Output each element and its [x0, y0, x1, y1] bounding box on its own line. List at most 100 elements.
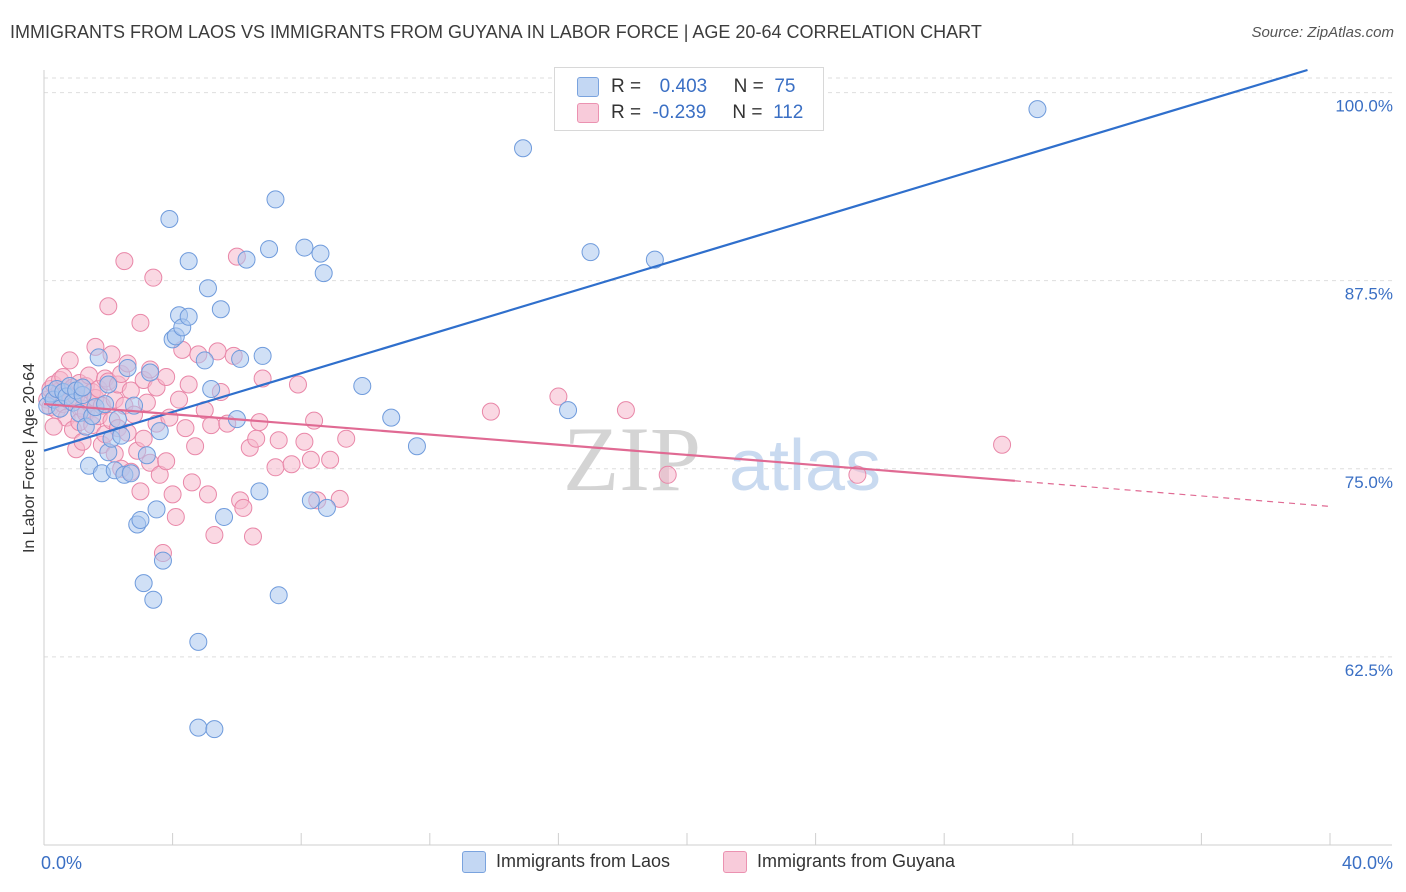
laos-point [514, 139, 533, 158]
guyana-legend-label: Immigrants from Guyana [757, 851, 956, 871]
laos-point [179, 307, 198, 326]
legend-r-value-laos: 0.403 [659, 76, 708, 97]
laos-point [382, 408, 401, 427]
laos-point [353, 377, 372, 396]
laos-point [144, 590, 163, 609]
guyana-point [848, 465, 867, 484]
grid-lines [44, 77, 1392, 658]
laos-point [160, 209, 179, 228]
guyana-point [176, 419, 195, 438]
guyana-point [247, 429, 266, 448]
guyana-point [134, 429, 153, 448]
x-tick-label-min: 0.0% [41, 853, 82, 873]
legend-r-label: R = [611, 102, 642, 123]
laos-point [137, 446, 156, 465]
laos-legend-swatch [462, 851, 486, 874]
guyana-point [170, 390, 189, 409]
guyana-point [301, 450, 320, 469]
guyana-point [549, 387, 568, 406]
guyana-point [60, 351, 79, 370]
guyana-point [282, 455, 301, 474]
laos-swatch [577, 76, 599, 97]
series-guyana-points [38, 247, 1012, 563]
guyana-point [234, 498, 253, 517]
guyana-legend-swatch [723, 851, 747, 874]
laos-point [253, 346, 272, 365]
laos-point [141, 363, 160, 382]
laos-point [153, 551, 172, 570]
laos-point [198, 279, 217, 298]
guyana-point [182, 473, 201, 492]
guyana-point [658, 465, 677, 484]
laos-point [295, 238, 314, 257]
guyana-point [295, 432, 314, 451]
guyana-point [44, 417, 63, 436]
guyana-point [144, 268, 163, 287]
guyana-point [243, 527, 262, 546]
bottom-legend-guyana: Immigrants from Guyana [723, 851, 956, 874]
guyana-point [198, 485, 217, 504]
correlation-legend: R = 0.403 N = 75 R = -0.239 N = 112 [554, 67, 824, 131]
laos-point [189, 718, 208, 737]
guyana-point [337, 429, 356, 448]
guyana-point [131, 313, 150, 332]
laos-point [202, 380, 221, 399]
legend-n-value-laos: 75 [774, 76, 796, 97]
guyana-trend-extension [1014, 480, 1331, 508]
laos-point [195, 351, 214, 370]
guyana-point [166, 507, 185, 526]
laos-legend-label: Immigrants from Laos [496, 851, 671, 871]
series-laos-points [38, 100, 1047, 739]
y-tick-labels: 62.5% 75.0% 87.5% 100.0% [1335, 97, 1393, 680]
guyana-point [99, 297, 118, 316]
guyana-point [157, 367, 176, 386]
laos-point [189, 632, 208, 651]
laos-point [211, 300, 230, 319]
axes [43, 70, 1392, 846]
laos-point [231, 349, 250, 368]
guyana-swatch [577, 102, 599, 123]
laos-point [108, 410, 127, 429]
laos-trend-line [43, 68, 1308, 452]
guyana-point [993, 435, 1012, 454]
laos-point [237, 250, 256, 269]
laos-point [121, 464, 140, 483]
watermark: ZIP atlas [563, 408, 881, 510]
laos-point [73, 378, 92, 397]
laos-point [301, 491, 320, 510]
laos-point [99, 375, 118, 394]
laos-point [260, 240, 279, 259]
guyana-point [266, 458, 285, 477]
laos-point [179, 252, 198, 271]
guyana-point [202, 416, 221, 435]
laos-point [1028, 100, 1047, 119]
guyana-point [163, 485, 182, 504]
laos-point [269, 586, 288, 605]
laos-point [250, 482, 269, 501]
chart-title: IMMIGRANTS FROM LAOS VS IMMIGRANTS FROM … [10, 22, 982, 42]
legend-n-label: N = [732, 102, 763, 123]
guyana-point [616, 401, 635, 420]
legend-row-laos: R = 0.403 N = 75 [577, 76, 795, 98]
legend-r-label: R = [611, 76, 642, 97]
laos-point [559, 401, 578, 420]
laos-point [314, 264, 333, 283]
y-tick-label: 87.5% [1345, 285, 1393, 304]
guyana-point [186, 437, 205, 456]
guyana-point [321, 450, 340, 469]
laos-point [150, 422, 169, 441]
trend-lines [43, 68, 1331, 508]
laos-point [317, 498, 336, 517]
laos-point [581, 243, 600, 262]
guyana-point [269, 431, 288, 450]
x-tick-label-max: 40.0% [1342, 853, 1393, 873]
laos-point [134, 574, 153, 593]
laos-point [311, 244, 330, 263]
guyana-point [205, 526, 224, 544]
y-tick-label: 100.0% [1335, 97, 1393, 116]
legend-n-value-guyana: 112 [773, 102, 804, 123]
legend-n-label: N = [733, 76, 764, 97]
legend-r-value-guyana: -0.239 [652, 102, 707, 123]
source-label: Source: ZipAtlas.com [1251, 24, 1394, 41]
